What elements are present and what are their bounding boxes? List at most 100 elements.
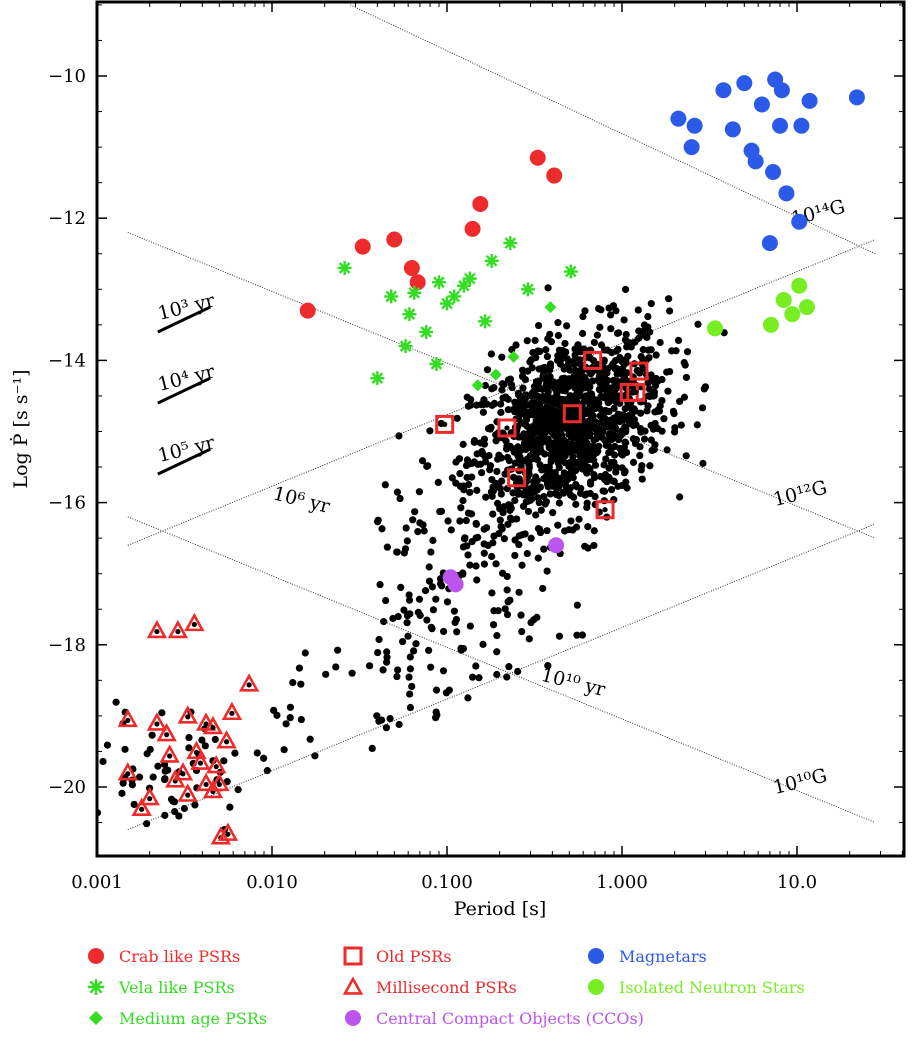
pulsar-dot (528, 364, 536, 372)
pulsar-dot (600, 461, 608, 469)
pulsar-dot (622, 330, 630, 339)
pulsar-dot (311, 752, 319, 760)
pulsar-dot (540, 363, 549, 372)
pulsar-dot (125, 771, 131, 777)
pulsar-dot (517, 611, 525, 619)
line-label: 10¹²G (771, 476, 829, 511)
pulsar-dot (394, 666, 402, 674)
pulsar-dot (640, 435, 649, 443)
data-point (595, 500, 615, 520)
pulsar-dot (663, 368, 671, 376)
pulsar-dot (480, 525, 488, 533)
series-millisecond-psrs (117, 612, 260, 845)
pulsar-dot (574, 437, 582, 445)
pulsar-dot (154, 721, 160, 727)
pulsar-dot (425, 646, 433, 654)
y-tick-label: −14 (48, 350, 86, 371)
pulsar-dot (423, 616, 431, 624)
pulsar-dot (492, 479, 500, 488)
pulsar-dot (548, 473, 556, 481)
pulsar-dot (536, 384, 544, 393)
data-point (626, 382, 646, 402)
data-point (546, 167, 563, 184)
pulsar-dot (421, 587, 430, 595)
pulsar-dot (511, 551, 519, 560)
pulsar-dot (201, 742, 209, 750)
pulsar-dot (515, 488, 523, 497)
pulsar-dot (462, 516, 470, 525)
reference-line (127, 523, 876, 831)
data-point (472, 195, 489, 212)
pulsar-dot (503, 610, 512, 619)
data-point (195, 772, 217, 792)
pulsar-dot (609, 477, 617, 485)
pulsar-dot (514, 389, 522, 397)
pulsar-dot (602, 507, 608, 513)
legend-label: Millisecond PSRs (376, 977, 517, 997)
pulsar-dot (504, 425, 510, 431)
pulsar-dot (297, 680, 305, 688)
legend-item: Medium age PSRs (85, 1006, 267, 1030)
legend-label: Old PSRs (376, 946, 452, 966)
data-point (186, 740, 207, 760)
pulsar-dot (472, 534, 480, 542)
pulsar-dot (175, 628, 181, 635)
pulsar-dot (493, 648, 501, 656)
pulsar-dot (611, 424, 620, 432)
pulsar-dot (427, 548, 435, 556)
pulsar-dot (559, 386, 567, 395)
pulsar-dot (149, 773, 157, 781)
pulsar-dot (590, 527, 598, 535)
data-point (791, 277, 808, 294)
pulsar-dot (593, 331, 601, 339)
pulsar-dot (656, 338, 664, 347)
data-point (736, 75, 753, 92)
pulsar-dot (555, 632, 564, 640)
pulsar-dot (378, 525, 386, 533)
pulsar-dot (539, 584, 547, 593)
pulsar-dot (607, 486, 616, 494)
pulsar-dot (167, 753, 173, 759)
y-tick-label: −12 (48, 208, 86, 229)
pulsar-dot (453, 414, 461, 422)
pulsar-dot (677, 421, 685, 429)
pulsar-dot (529, 436, 537, 444)
pulsar-dot (622, 357, 630, 365)
pulsar-dot (543, 567, 551, 575)
pulsar-dot (479, 640, 487, 648)
pulsar-dot (542, 346, 550, 354)
data-point (724, 121, 741, 138)
pulsar-dot (493, 631, 501, 640)
pulsar-dot (432, 595, 440, 603)
pulsar-dot (590, 338, 598, 347)
pulsar-dot (479, 401, 488, 409)
pulsar-dot (444, 517, 452, 525)
pulsar-dot (621, 438, 629, 446)
data-point (765, 163, 782, 180)
pulsar-dot (466, 561, 474, 569)
pulsar-dot (234, 786, 242, 794)
pulsar-dot (489, 539, 497, 547)
pulsar-dot (645, 354, 653, 362)
pulsar-dot (532, 354, 540, 362)
pulsar-dot (480, 549, 488, 557)
pulsar-dot (587, 390, 596, 398)
pulsar-dot (564, 475, 572, 483)
pulsar-dot (545, 419, 553, 427)
pulsar-dot (647, 300, 655, 308)
data-point (544, 301, 557, 314)
pulsar-dot (365, 662, 374, 670)
pulsar-dot (411, 508, 419, 516)
pulsar-dot (543, 527, 551, 535)
pulsar-dot (185, 792, 191, 798)
pulsar-dot (518, 627, 526, 636)
reference-line (350, 4, 876, 255)
pulsar-dot (286, 703, 295, 711)
legend-item: Old PSRs (342, 944, 452, 968)
pulsar-dot (630, 406, 638, 414)
pulsar-dot (376, 580, 384, 589)
pulsar-dot (534, 447, 542, 455)
pulsar-dot (581, 307, 589, 315)
pulsar-dot (415, 488, 423, 496)
